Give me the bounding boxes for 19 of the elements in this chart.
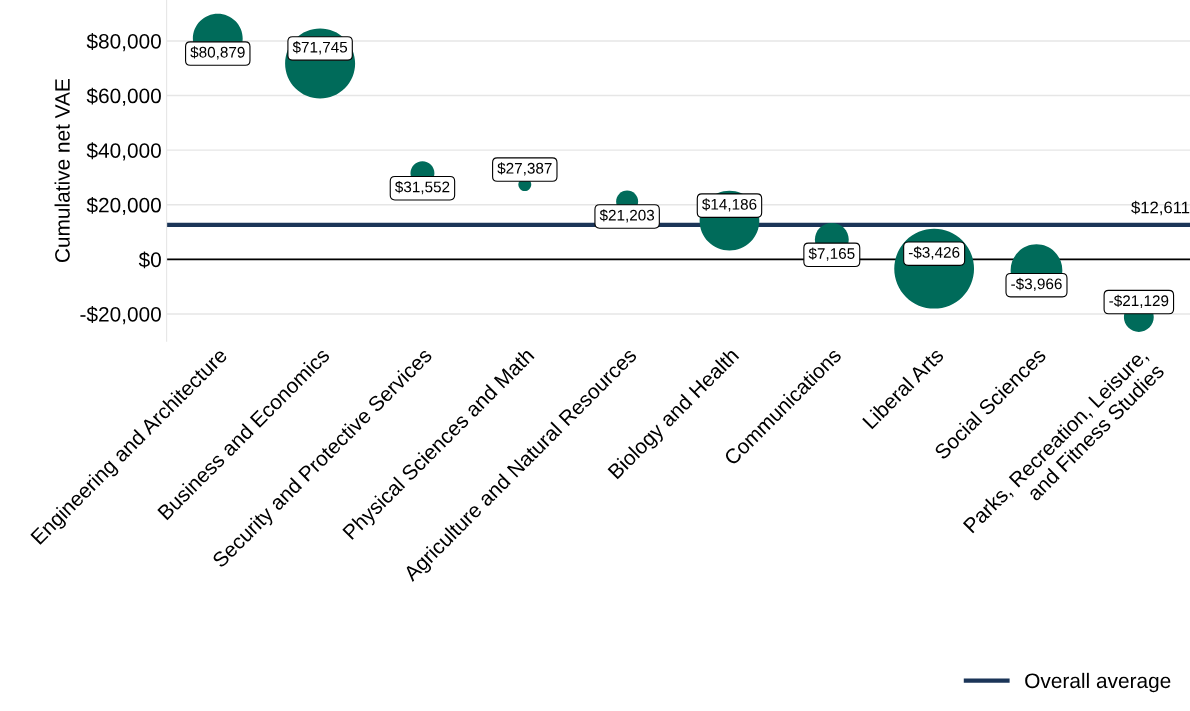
y-tick-label: $60,000 [86, 87, 161, 106]
y-tick-label: $80,000 [86, 33, 161, 52]
y-tick-label: $0 [138, 251, 161, 269]
y-tick-label: $20,000 [86, 196, 161, 215]
y-tick-label: -$20,000 [80, 306, 161, 325]
data-label: -$21,129 [1109, 294, 1169, 308]
data-label: $14,186 [702, 198, 757, 212]
data-label: $71,745 [292, 41, 348, 55]
legend-label: Overall average [1025, 672, 1171, 693]
data-label: -$3,426 [908, 246, 960, 260]
data-label: $7,165 [808, 247, 855, 261]
y-axis-title: Cumulative net VAE [54, 79, 70, 263]
data-label: $27,387 [497, 162, 552, 176]
annotation: $12,611 [1131, 200, 1190, 216]
data-label: -$3,966 [1011, 277, 1062, 292]
data-label: $80,879 [190, 46, 245, 60]
y-tick-label: $40,000 [86, 142, 161, 161]
data-label: $31,552 [395, 180, 450, 195]
data-label: $21,203 [599, 209, 655, 223]
